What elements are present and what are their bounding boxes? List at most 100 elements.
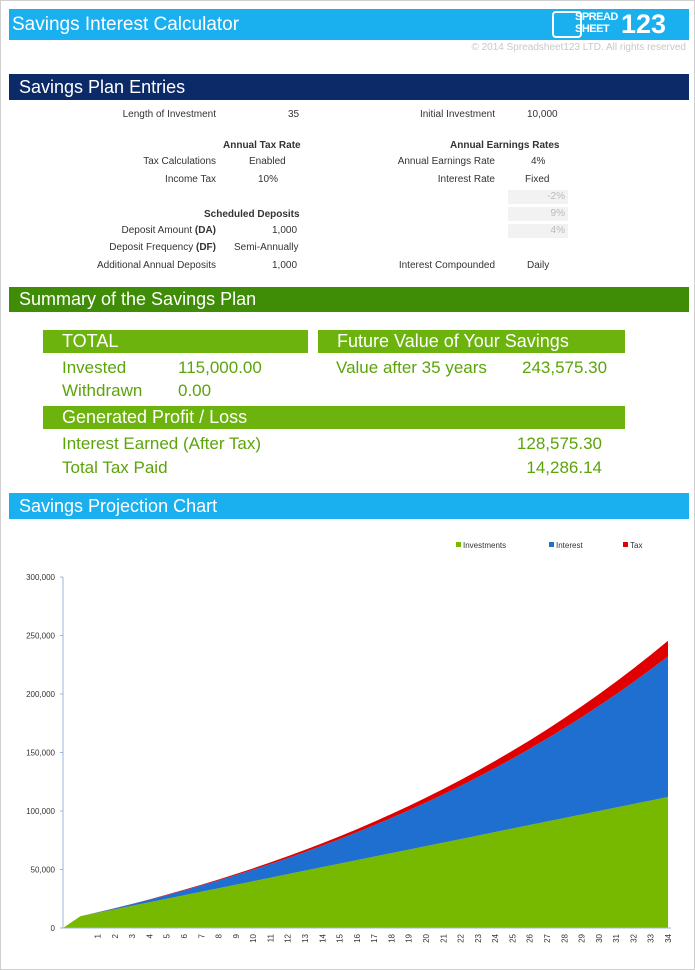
label-abbr: (DF) (196, 242, 216, 253)
group-heading: Annual Earnings Rates (450, 140, 560, 151)
x-tick-label: 10 (249, 933, 258, 942)
x-tick-label: 1 (94, 933, 103, 938)
x-tick-label: 31 (612, 933, 621, 942)
x-tick-label: 4 (145, 933, 154, 938)
field-value: 1,000 (272, 260, 298, 271)
field-value: 10,000 (527, 109, 558, 120)
field-value: 35 (288, 109, 300, 120)
summary-heading: TOTAL (43, 330, 308, 353)
x-tick-label: 29 (578, 933, 587, 942)
label-text: Deposit Amount (121, 225, 193, 236)
summary-value: 243,575.30 (522, 358, 608, 377)
summary-label: Value after 35 years (336, 358, 487, 377)
group-heading: Annual Tax Rate (223, 140, 301, 151)
summary-value: 115,000.00 (178, 358, 262, 377)
y-tick-label: 50,000 (31, 866, 56, 875)
y-tick-label: 300,000 (26, 573, 55, 582)
legend-swatch (549, 542, 554, 547)
x-tick-label: 25 (508, 933, 517, 942)
x-tick-label: 27 (543, 933, 552, 942)
x-tick-label: 11 (266, 933, 275, 942)
logo-text: SPREAD (575, 11, 618, 23)
summary-value: 128,575.30 (516, 434, 602, 453)
faded-value: 4% (508, 224, 568, 238)
legend-label: Investments (463, 541, 506, 550)
field-label: Tax Calculations (143, 156, 216, 167)
section-title: Savings Plan Entries (19, 77, 186, 97)
section-title: Savings Projection Chart (19, 496, 218, 516)
x-tick-label: 5 (163, 933, 172, 938)
field-label: Annual Earnings Rate (397, 156, 495, 167)
x-tick-label: 14 (318, 933, 327, 942)
summary-label: Interest Earned (After Tax) (62, 434, 262, 453)
x-tick-label: 33 (647, 933, 656, 942)
area (63, 656, 668, 928)
y-tick-label: 200,000 (26, 690, 55, 699)
x-tick-label: 21 (439, 933, 448, 942)
summary-value: 14,286.14 (526, 458, 602, 477)
x-tick-label: 22 (457, 933, 466, 942)
x-tick-label: 34 (664, 933, 673, 942)
section-bar: Savings Projection Chart (9, 493, 689, 519)
field-value: Semi-Annually (234, 242, 299, 253)
faded-value: 9% (508, 207, 568, 221)
summary-value: 0.00 (178, 381, 212, 400)
x-tick-label: 26 (526, 933, 535, 942)
field-label: Deposit Frequency (DF) (109, 242, 216, 253)
summary-label: Total Tax Paid (62, 458, 168, 477)
x-tick-label: 18 (387, 933, 396, 942)
label-text: Deposit Frequency (109, 242, 194, 253)
x-tick-label: 2 (111, 933, 120, 938)
x-tick-label: 8 (215, 933, 224, 938)
field-label: Income Tax (165, 174, 216, 185)
x-tick-label: 16 (353, 933, 362, 942)
label-abbr: (DA) (194, 225, 216, 236)
x-tick-label: 7 (197, 933, 206, 938)
faded-value: -2% (508, 190, 568, 204)
field-label: Length of Investment (122, 109, 216, 120)
chart: 0 50,000 100,000 150,000 200,000 250,000 300,0… (26, 541, 673, 943)
group-heading: Scheduled Deposits (204, 209, 300, 220)
legend-label: Interest (556, 541, 583, 550)
x-tick-label: 6 (180, 933, 189, 938)
legend-label: Tax (630, 541, 642, 550)
x-tick-label: 17 (370, 933, 379, 942)
field-label: Initial Investment (419, 109, 495, 120)
area (63, 796, 668, 928)
summary-label: Invested (62, 358, 127, 377)
copyright: © 2014 Spreadsheet123 LTD. All rights re… (471, 42, 686, 53)
y-tick-label: 0 (51, 924, 56, 933)
summary-label: Withdrawn (62, 381, 143, 400)
x-tick-label: 19 (405, 933, 414, 942)
x-tick-label: 15 (336, 933, 345, 942)
y-tick-label: 250,000 (26, 632, 55, 641)
x-tick-label: 13 (301, 933, 310, 942)
summary-heading: Future Value of Your Savings (318, 330, 625, 353)
x-tick-label: 28 (560, 933, 569, 942)
x-tick-label: 12 (284, 933, 293, 942)
header-bar: Savings Interest Calculator SPREAD SHEET… (9, 9, 689, 40)
logo-number: 123 (621, 9, 667, 39)
field-label: Interest Compounded (398, 260, 495, 271)
x-tick-label: 32 (629, 933, 638, 942)
logo-text: SHEET (575, 23, 610, 35)
field-value: Daily (527, 260, 550, 271)
x-tick-label: 24 (491, 933, 500, 942)
section-bar: Savings Plan Entries (9, 74, 689, 100)
field-value: Fixed (525, 174, 550, 185)
logo-icon (552, 11, 582, 38)
x-tick-label: 9 (232, 933, 241, 938)
field-label: Deposit Amount (DA) (122, 225, 217, 236)
page-title: Savings Interest Calculator (12, 14, 240, 35)
x-tick-label: 20 (422, 933, 431, 942)
field-value: 1,000 (272, 225, 298, 236)
legend-swatch (456, 542, 461, 547)
legend-swatch (623, 542, 628, 547)
x-tick-label: 3 (128, 933, 137, 938)
field-label: Additional Annual Deposits (97, 260, 216, 271)
field-value: 10% (258, 174, 279, 185)
x-tick-label: 30 (595, 933, 604, 942)
summary-heading: Generated Profit / Loss (43, 406, 625, 429)
section-title: Summary of the Savings Plan (19, 289, 257, 309)
